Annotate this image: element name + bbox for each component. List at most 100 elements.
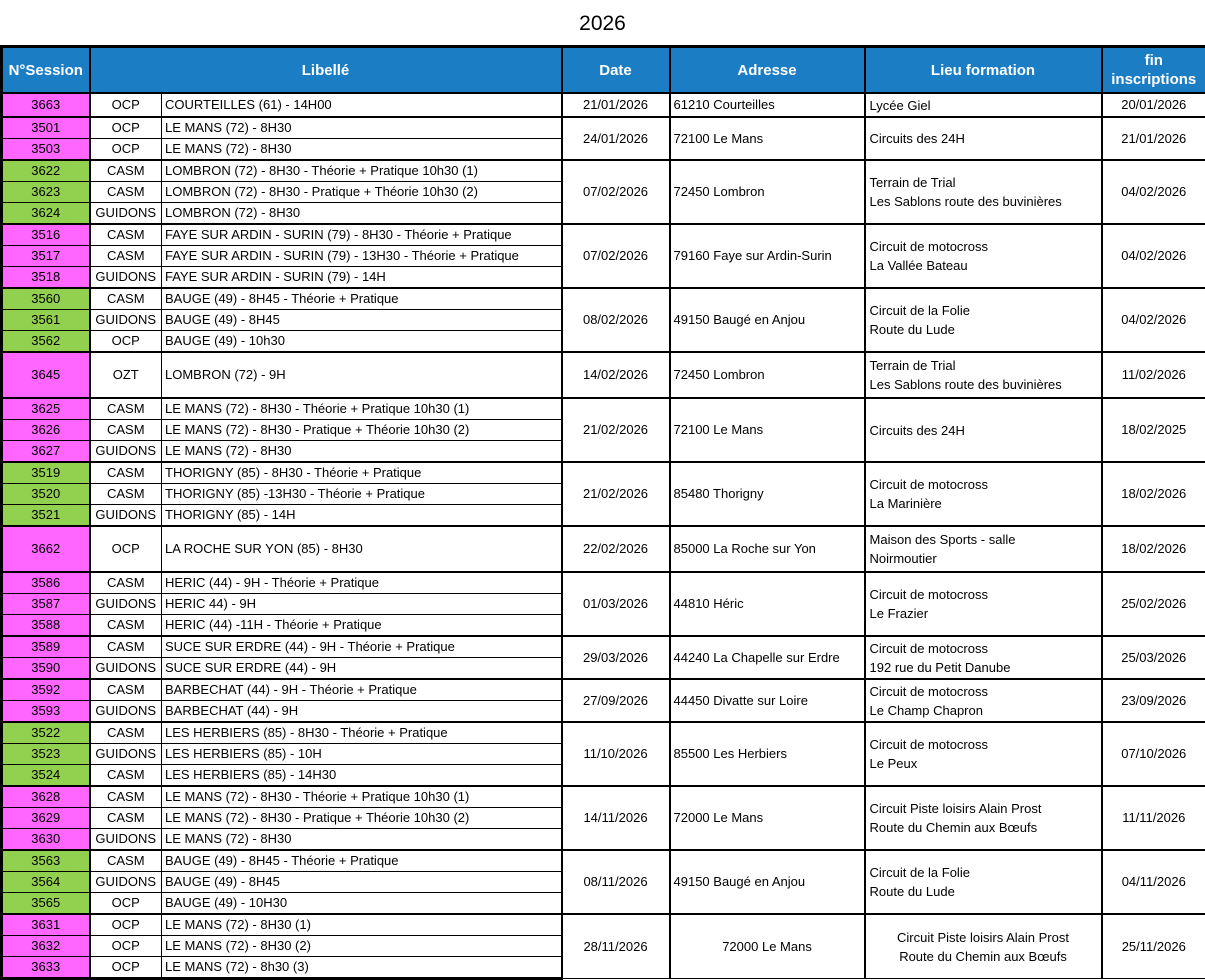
session-type-cell: GUIDONS — [90, 310, 162, 331]
group-fin-inscriptions-cell: 11/02/2026 — [1102, 352, 1205, 398]
session-type-cell: GUIDONS — [90, 744, 162, 765]
session-libelle-cell: LE MANS (72) - 8H30 (1) — [162, 914, 562, 936]
session-number-cell: 3622 — [2, 160, 90, 182]
session-number-cell: 3663 — [2, 93, 90, 117]
session-libelle-cell: LE MANS (72) - 8H30 — [162, 117, 562, 139]
group-fin-inscriptions-cell: 23/09/2026 — [1102, 679, 1205, 722]
group-fin-inscriptions-cell: 04/02/2026 — [1102, 288, 1205, 352]
session-type-cell: CASM — [90, 679, 162, 701]
session-type-cell: OCP — [90, 331, 162, 353]
group-fin-inscriptions-cell: 18/02/2025 — [1102, 398, 1205, 462]
session-type-cell: GUIDONS — [90, 203, 162, 225]
session-libelle-cell: LE MANS (72) - 8H30 - Pratique + Théorie… — [162, 420, 562, 441]
session-number-cell: 3662 — [2, 526, 90, 572]
session-libelle-cell: LOMBRON (72) - 8H30 - Théorie + Pratique… — [162, 160, 562, 182]
lieu-formation-line: Circuit Piste loisirs Alain Prost — [870, 799, 1097, 818]
group-fin-inscriptions-cell: 11/11/2026 — [1102, 786, 1205, 850]
group-fin-inscriptions-cell: 07/10/2026 — [1102, 722, 1205, 786]
lieu-formation-line: Le Peux — [870, 754, 1097, 773]
session-libelle-cell: COURTEILLES (61) - 14H00 — [162, 93, 562, 117]
group-adresse-cell: 72000 Le Mans — [670, 786, 865, 850]
group-adresse-cell: 49150 Baugé en Anjou — [670, 288, 865, 352]
column-header-libelle: Libellé — [90, 47, 562, 94]
group-fin-inscriptions-cell: 25/03/2026 — [1102, 636, 1205, 679]
session-type-cell: OCP — [90, 957, 162, 979]
group-date-cell: 24/01/2026 — [562, 117, 670, 160]
group-date-cell: 21/02/2026 — [562, 398, 670, 462]
lieu-formation-line: Circuit Piste loisirs Alain Prost — [870, 928, 1097, 947]
session-number-cell: 3628 — [2, 786, 90, 808]
session-type-cell: GUIDONS — [90, 505, 162, 527]
lieu-formation-line: Route du Chemin aux Bœufs — [870, 818, 1097, 837]
group-date-cell: 14/02/2026 — [562, 352, 670, 398]
group-lieu-formation-cell: Circuits des 24H — [865, 398, 1102, 462]
session-number-cell: 3587 — [2, 594, 90, 615]
session-type-cell: CASM — [90, 160, 162, 182]
group-date-cell: 08/11/2026 — [562, 850, 670, 914]
group-adresse-cell: 72450 Lombron — [670, 352, 865, 398]
session-libelle-cell: BAUGE (49) - 8H45 — [162, 872, 562, 893]
session-libelle-cell: LOMBRON (72) - 8H30 — [162, 203, 562, 225]
session-libelle-cell: BAUGE (49) - 8H45 - Théorie + Pratique — [162, 288, 562, 310]
session-libelle-cell: HERIC (44) - 9H - Théorie + Pratique — [162, 572, 562, 594]
lieu-formation-line: Les Sablons route des buvinières — [870, 192, 1097, 211]
group-date-cell: 01/03/2026 — [562, 572, 670, 636]
session-type-cell: CASM — [90, 786, 162, 808]
header-row: N°Session Libellé Date Adresse Lieu form… — [2, 47, 1205, 94]
session-type-cell: CASM — [90, 572, 162, 594]
session-type-cell: GUIDONS — [90, 701, 162, 723]
session-number-cell: 3629 — [2, 808, 90, 829]
session-type-cell: CASM — [90, 398, 162, 420]
group-adresse-cell: 79160 Faye sur Ardin-Surin — [670, 224, 865, 288]
group-adresse-cell: 44450 Divatte sur Loire — [670, 679, 865, 722]
lieu-formation-line: Route du Lude — [870, 320, 1097, 339]
column-header-fin-inscriptions: fin inscriptions — [1102, 47, 1205, 94]
session-number-cell: 3631 — [2, 914, 90, 936]
session-number-cell: 3626 — [2, 420, 90, 441]
session-type-cell: OCP — [90, 526, 162, 572]
session-number-cell: 3630 — [2, 829, 90, 851]
group-lieu-formation-cell: Lycée Giel — [865, 93, 1102, 117]
session-number-cell: 3561 — [2, 310, 90, 331]
session-number-cell: 3562 — [2, 331, 90, 353]
group-fin-inscriptions-cell: 20/01/2026 — [1102, 93, 1205, 117]
group-adresse-cell: 72000 Le Mans — [670, 914, 865, 979]
lieu-formation-line: Circuit de motocross — [870, 682, 1097, 701]
group-date-cell: 14/11/2026 — [562, 786, 670, 850]
lieu-formation-line: Noirmoutier — [870, 549, 1097, 568]
session-type-cell: OCP — [90, 139, 162, 161]
lieu-formation-line: La Marinière — [870, 494, 1097, 513]
session-type-cell: CASM — [90, 246, 162, 267]
session-type-cell: CASM — [90, 850, 162, 872]
page-title: 2026 — [0, 0, 1205, 45]
group-date-cell: 21/01/2026 — [562, 93, 670, 117]
group-fin-inscriptions-cell: 04/02/2026 — [1102, 160, 1205, 224]
session-libelle-cell: FAYE SUR ARDIN - SURIN (79) - 13H30 - Th… — [162, 246, 562, 267]
session-libelle-cell: THORIGNY (85) - 14H — [162, 505, 562, 527]
session-type-cell: OCP — [90, 936, 162, 957]
session-number-cell: 3560 — [2, 288, 90, 310]
session-type-cell: CASM — [90, 288, 162, 310]
session-number-cell: 3623 — [2, 182, 90, 203]
session-number-cell: 3593 — [2, 701, 90, 723]
session-libelle-cell: FAYE SUR ARDIN - SURIN (79) - 14H — [162, 267, 562, 289]
lieu-formation-line: Lycée Giel — [870, 96, 1097, 115]
session-libelle-cell: LES HERBIERS (85) - 14H30 — [162, 765, 562, 787]
session-libelle-cell: LA ROCHE SUR YON (85) - 8H30 — [162, 526, 562, 572]
group-lieu-formation-cell: Circuits des 24H — [865, 117, 1102, 160]
